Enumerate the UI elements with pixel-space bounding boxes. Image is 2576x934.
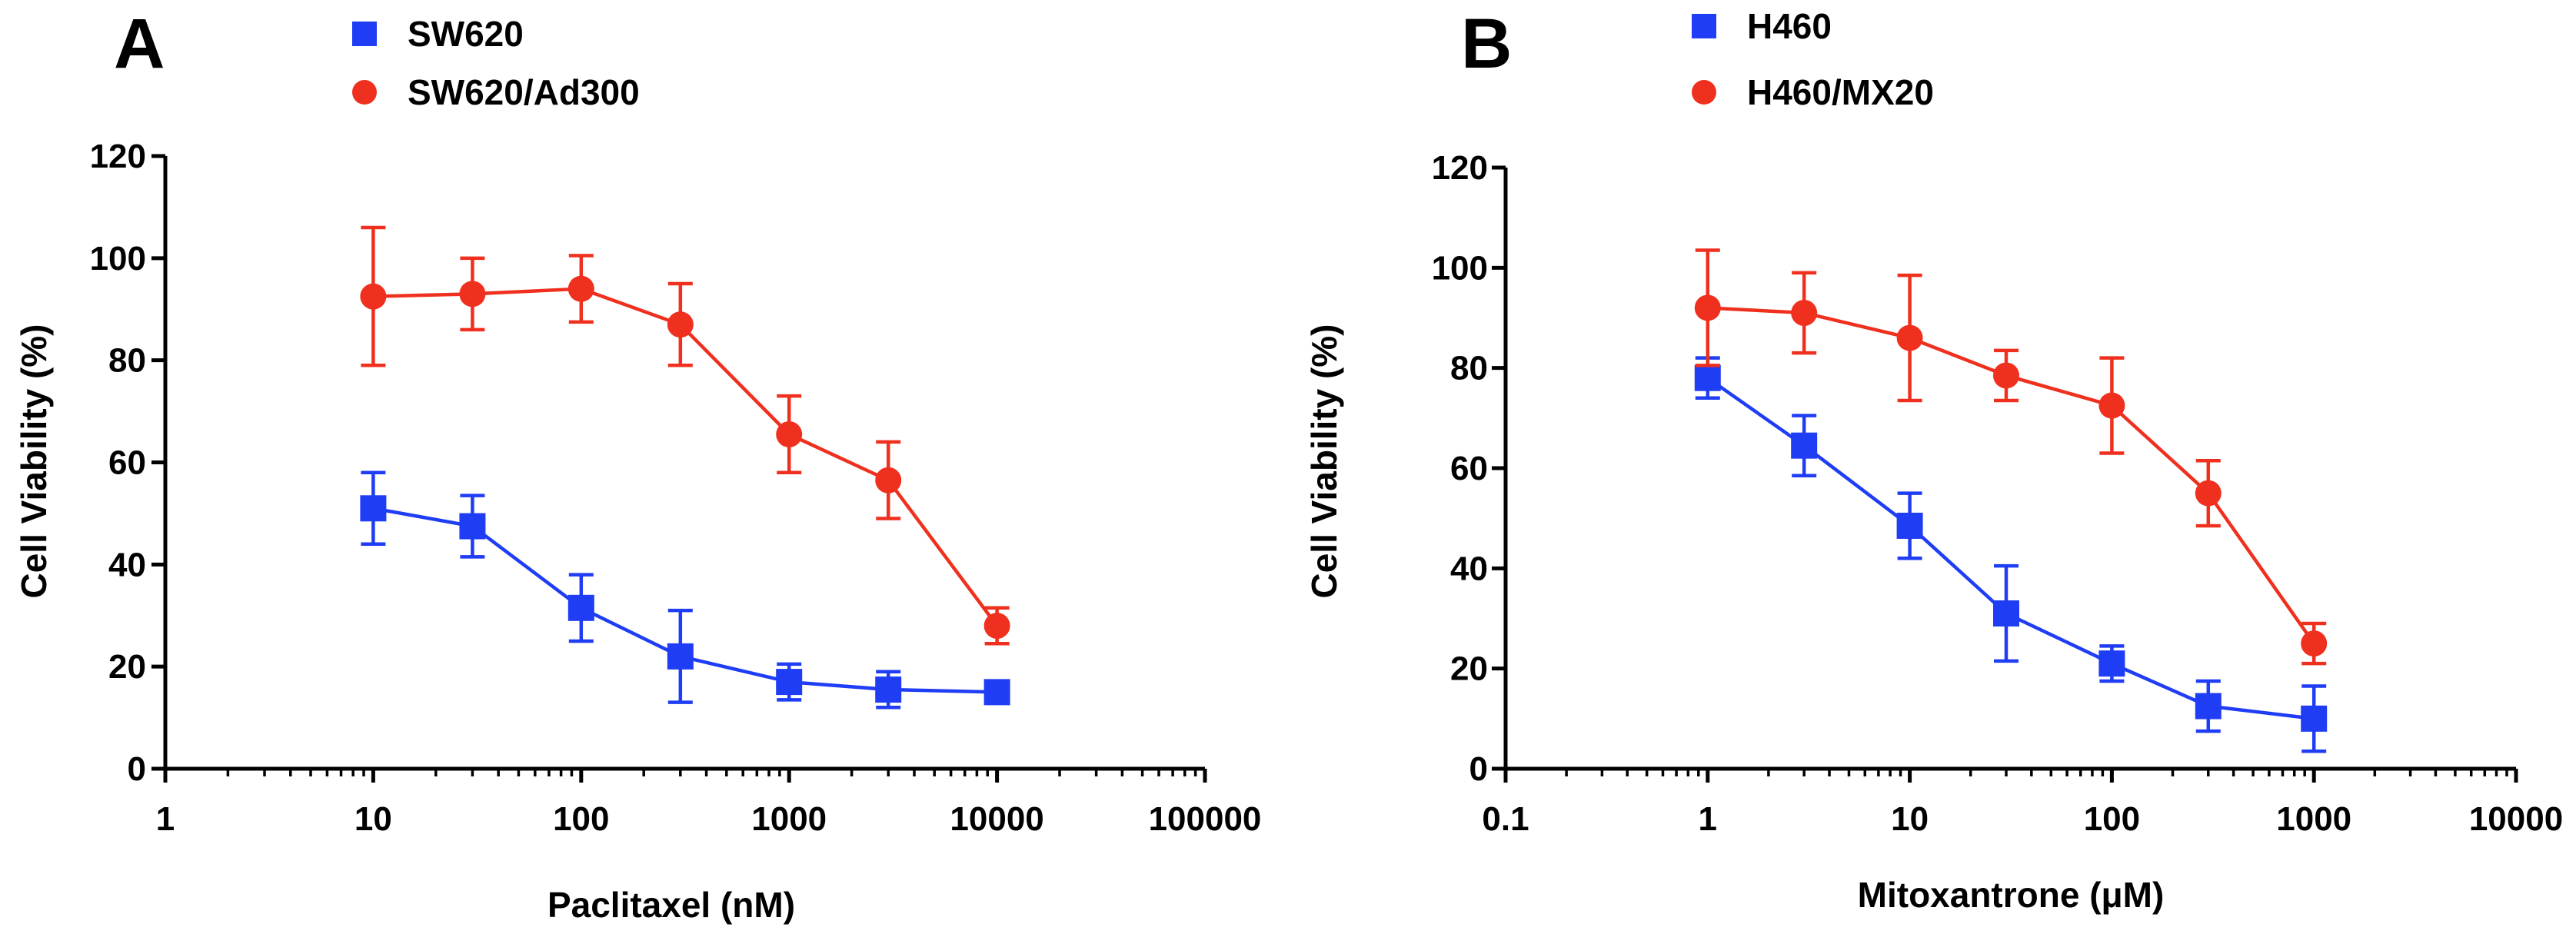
data-point bbox=[567, 275, 594, 302]
legend-square-marker bbox=[352, 22, 377, 46]
x-axis-title: Mitoxantrone (μM) bbox=[1858, 875, 2165, 915]
panel-a-legend: SW620 SW620/Ad300 bbox=[352, 14, 640, 112]
data-point bbox=[667, 311, 694, 338]
x-tick-label: 1 bbox=[156, 800, 175, 838]
data-point bbox=[1992, 362, 2019, 389]
x-tick-label: 1000 bbox=[2276, 800, 2351, 838]
data-point bbox=[2098, 392, 2125, 419]
series-line bbox=[373, 287, 999, 627]
data-point bbox=[1992, 600, 2019, 627]
panel-b-legend: H460 H460/MX20 bbox=[1692, 6, 1934, 112]
data-point bbox=[1896, 324, 1923, 351]
data-point bbox=[2301, 630, 2328, 657]
data-point bbox=[1791, 299, 1818, 326]
data-point bbox=[459, 281, 486, 307]
data-point bbox=[875, 676, 902, 703]
data-point bbox=[875, 467, 902, 494]
y-tick-label: 60 bbox=[108, 444, 146, 482]
legend-circle-marker bbox=[352, 80, 377, 105]
panel-b: B H460 H460/MX20 Mitoxantrone (μM) Cell … bbox=[1304, 5, 2563, 915]
data-point bbox=[1791, 432, 1818, 459]
x-axis-title: Paclitaxel (nM) bbox=[547, 885, 795, 925]
data-point bbox=[776, 669, 803, 696]
data-point bbox=[459, 513, 486, 540]
x-tick-label: 1 bbox=[1699, 800, 1717, 838]
legend-label-sw620-ad300: SW620/Ad300 bbox=[408, 72, 640, 112]
data-point bbox=[983, 613, 1010, 640]
x-tick-label: 1000 bbox=[751, 800, 827, 838]
series-h460 bbox=[1694, 356, 2328, 753]
y-tick-label: 80 bbox=[1450, 350, 1488, 387]
y-tick-label: 80 bbox=[108, 342, 146, 380]
y-tick-label: 40 bbox=[108, 546, 146, 583]
data-point bbox=[360, 283, 387, 310]
x-tick-label: 100000 bbox=[1149, 800, 1262, 838]
panel-a-letter: A bbox=[114, 5, 165, 83]
data-point bbox=[360, 495, 387, 522]
data-point bbox=[667, 643, 694, 670]
series-sw620 bbox=[360, 470, 1010, 710]
series-line bbox=[1706, 376, 2315, 721]
data-point bbox=[2301, 705, 2328, 732]
y-tick-label: 120 bbox=[90, 138, 146, 175]
x-tick-label: 100 bbox=[553, 800, 609, 838]
panel-b-letter: B bbox=[1461, 5, 1512, 83]
y-tick-label: 100 bbox=[1432, 249, 1488, 287]
series-sw620-ad300 bbox=[360, 225, 1010, 646]
y-axis-title: Cell Viability (%) bbox=[14, 324, 54, 598]
y-tick-label: 20 bbox=[1450, 650, 1488, 688]
legend-label-sw620: SW620 bbox=[408, 14, 524, 54]
y-tick-label: 100 bbox=[90, 240, 146, 278]
series-h460-mx20 bbox=[1694, 248, 2328, 666]
data-point bbox=[2195, 480, 2222, 507]
x-tick-label: 0.1 bbox=[1482, 800, 1529, 838]
data-point bbox=[1896, 512, 1923, 539]
data-point bbox=[1694, 294, 1721, 321]
x-tick-label: 10000 bbox=[950, 800, 1043, 838]
data-point bbox=[776, 420, 803, 447]
y-tick-label: 120 bbox=[1432, 149, 1488, 187]
x-tick-label: 10000 bbox=[2469, 800, 2563, 838]
y-tick-label: 0 bbox=[1469, 750, 1488, 788]
legend-label-h460-mx20: H460/MX20 bbox=[1747, 72, 1934, 112]
y-tick-label: 60 bbox=[1450, 450, 1488, 487]
y-tick-label: 20 bbox=[108, 648, 146, 686]
legend-square-marker bbox=[1692, 14, 1716, 38]
legend-circle-marker bbox=[1692, 80, 1716, 105]
data-point bbox=[567, 594, 594, 621]
data-point bbox=[2098, 650, 2125, 677]
y-axis-title: Cell Viability (%) bbox=[1304, 324, 1344, 598]
data-point bbox=[983, 679, 1010, 706]
panel-a: A SW620 SW620/Ad300 Paclitaxel (nM) Cell… bbox=[14, 5, 1261, 925]
data-point bbox=[1694, 364, 1721, 391]
data-point bbox=[2195, 693, 2222, 720]
y-tick-label: 40 bbox=[1450, 550, 1488, 587]
x-tick-label: 10 bbox=[1891, 800, 1929, 838]
x-tick-label: 10 bbox=[354, 800, 392, 838]
x-tick-label: 100 bbox=[2084, 800, 2140, 838]
legend-label-h460: H460 bbox=[1747, 6, 1832, 46]
y-tick-label: 0 bbox=[128, 750, 146, 788]
